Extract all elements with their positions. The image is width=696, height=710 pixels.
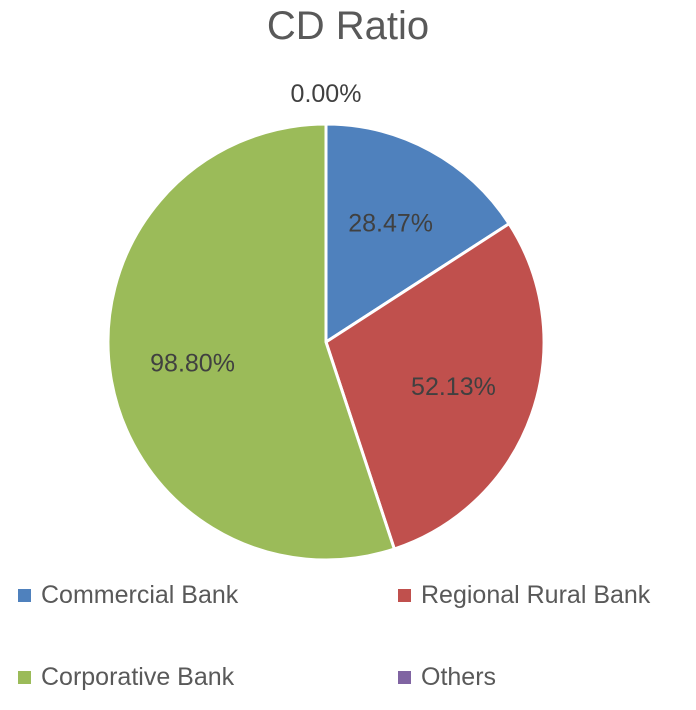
legend-label: Corporative Bank [41, 663, 235, 691]
legend-label: Commercial Bank [41, 581, 239, 609]
legend-label: Regional Rural Bank [421, 581, 651, 609]
legend-item-regional-rural-bank: Regional Rural Bank [398, 581, 650, 610]
legend-item-corporative-bank: Corporative Bank [18, 663, 234, 692]
legend-swatch [18, 671, 31, 684]
data-label-others: 0.00% [291, 80, 362, 108]
data-label-regional-rural-bank: 52.13% [411, 373, 496, 401]
pie-slice-commercial-bank [324, 122, 512, 345]
pie-chart: 28.47% 52.13% 98.80% 0.00% [106, 80, 546, 562]
pie-slice-corporative-bank [106, 122, 397, 562]
chart-title: CD Ratio [266, 4, 430, 48]
pie-slice-regional-rural-bank [324, 221, 546, 551]
legend-swatch [398, 671, 411, 684]
legend-item-commercial-bank: Commercial Bank [18, 581, 238, 610]
legend-swatch [18, 589, 31, 602]
legend-swatch [398, 589, 411, 602]
data-label-corporative-bank: 98.80% [150, 349, 235, 377]
data-label-commercial-bank: 28.47% [348, 209, 433, 237]
legend-item-others: Others [398, 663, 496, 692]
legend-label: Others [421, 663, 497, 691]
